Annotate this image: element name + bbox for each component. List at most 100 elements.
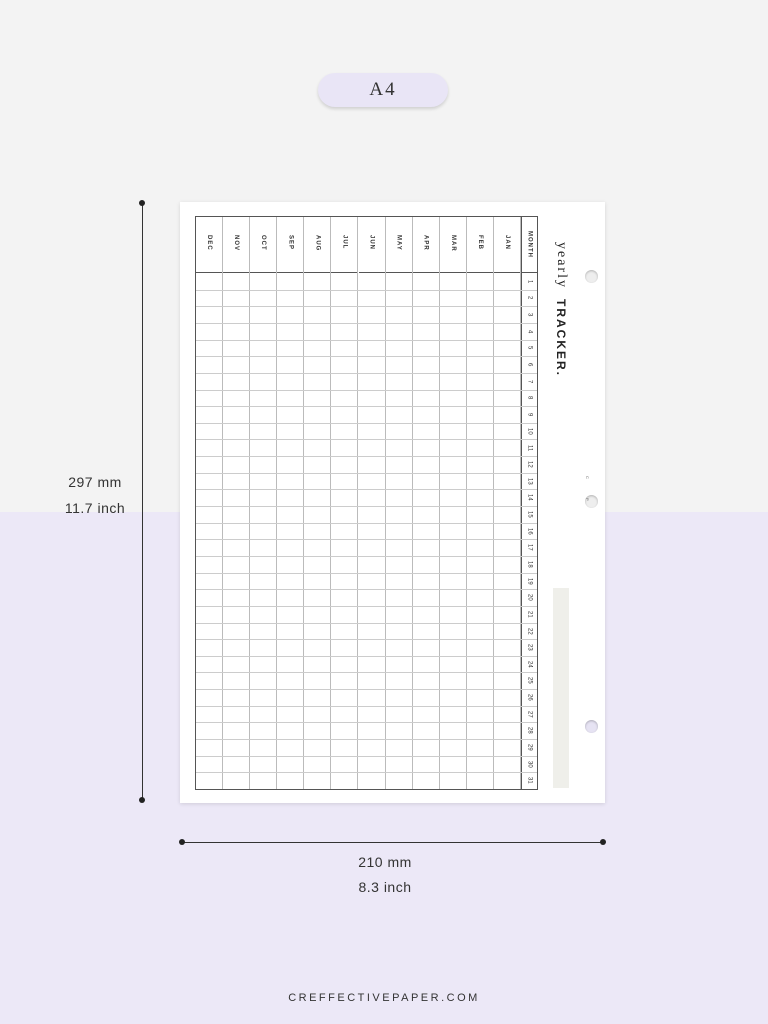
day-label: 13 [526, 477, 533, 485]
day-label: 9 [526, 412, 533, 417]
day-label: 18 [526, 560, 533, 568]
day-label: 26 [526, 694, 533, 701]
month-column: MAY [385, 217, 413, 789]
table-row-line [196, 506, 537, 508]
month-column: APR [412, 217, 440, 789]
table-row-line [196, 689, 537, 691]
day-number: 21 [522, 606, 537, 623]
table-row-line [196, 439, 537, 441]
month-column: OCT [250, 217, 278, 789]
day-label: 29 [526, 744, 533, 751]
table-row-line [196, 722, 537, 724]
day-number: 4 [522, 323, 537, 340]
day-number: 17 [522, 539, 537, 556]
day-label: 15 [526, 511, 533, 518]
day-number: 1 [522, 273, 537, 290]
day-number: 23 [522, 639, 537, 656]
day-label: 5 [526, 346, 533, 350]
day-number: 2 [522, 290, 537, 307]
day-number: 25 [522, 672, 537, 689]
table-row-line [196, 639, 537, 641]
day-number: 31 [522, 772, 537, 789]
month-label: JUL [341, 235, 348, 250]
month-label: SEP [287, 235, 294, 251]
day-label: 12 [526, 461, 533, 468]
day-number: 8 [522, 390, 537, 407]
day-label: 14 [526, 494, 533, 502]
day-label: 7 [526, 379, 533, 383]
month-header: JUN [358, 217, 385, 273]
month-column: DEC [196, 217, 224, 789]
day-number: 15 [522, 506, 537, 523]
month-header-label: MONTH [526, 231, 533, 258]
day-label: 17 [526, 544, 533, 551]
month-label: JUN [368, 235, 375, 251]
day-label: 27 [526, 710, 533, 718]
notes-strip [553, 588, 569, 788]
width-inch: 8.3 inch [358, 879, 412, 895]
table-row-line [196, 589, 537, 591]
month-header: JUL [331, 217, 358, 273]
month-header: FEB [466, 217, 493, 273]
month-header: AUG [304, 217, 331, 273]
day-number: 7 [522, 373, 537, 390]
day-label: 11 [526, 444, 533, 451]
planner-page: DEC NOV OCT SEP AUG JUL JUN MAY APR MAR FEB JAN MONT… [180, 202, 605, 803]
day-number: 11 [522, 439, 537, 456]
day-number: 30 [522, 756, 537, 773]
day-number: 14 [522, 489, 537, 506]
month-header: OCT [250, 217, 277, 273]
title-script: yearly [554, 242, 569, 289]
brand-logo: C P [585, 476, 590, 510]
table-row-line [196, 372, 537, 374]
day-label: 30 [526, 760, 533, 768]
table-row-line [196, 755, 537, 757]
day-number: 22 [522, 623, 537, 640]
table-row-line [196, 289, 537, 291]
month-label: APR [422, 235, 429, 251]
month-header: NOV [223, 217, 250, 273]
month-column: MAR [439, 217, 467, 789]
title-bold: TRACKER. [554, 299, 568, 378]
dimension-dot [139, 797, 145, 803]
day-number: 19 [522, 573, 537, 590]
month-column: JAN [493, 217, 521, 789]
day-number: 24 [522, 656, 537, 673]
day-label: 4 [526, 329, 533, 333]
day-label: 25 [526, 677, 533, 685]
day-label: 22 [526, 627, 533, 635]
month-header-cell: MONTH [522, 217, 537, 273]
day-label: 31 [526, 777, 533, 784]
website-footer: CREFFECTIVEPAPER.COM [288, 992, 480, 1004]
day-number: 13 [522, 473, 537, 490]
day-label: 16 [526, 527, 533, 535]
day-number: 18 [522, 556, 537, 573]
day-label: 23 [526, 644, 533, 651]
day-number: 27 [522, 706, 537, 723]
table-row-line [196, 522, 537, 524]
month-column: JUN [358, 217, 386, 789]
height-dimension-line [142, 203, 143, 800]
table-row-line [196, 739, 537, 741]
height-inch: 11.7 inch [64, 500, 126, 516]
table-row-line [196, 322, 537, 324]
table-row-line [196, 555, 537, 557]
day-number: 5 [522, 340, 537, 357]
table-row-line [196, 422, 537, 424]
day-label: 2 [526, 296, 533, 300]
day-label: 8 [526, 396, 533, 400]
table-row-line [196, 389, 537, 391]
month-label: MAR [449, 235, 456, 252]
month-column: SEP [277, 217, 305, 789]
table-row-line [196, 339, 537, 341]
table-row-line [196, 605, 537, 607]
month-label: FEB [476, 235, 483, 250]
table-row-line [196, 306, 537, 308]
month-header: JAN [493, 217, 520, 273]
width-mm: 210 mm [358, 854, 412, 870]
day-number: 28 [522, 722, 537, 739]
day-label: 24 [526, 660, 533, 668]
month-label: DEC [206, 235, 213, 251]
day-number: 29 [522, 739, 537, 756]
punch-hole [585, 495, 598, 508]
